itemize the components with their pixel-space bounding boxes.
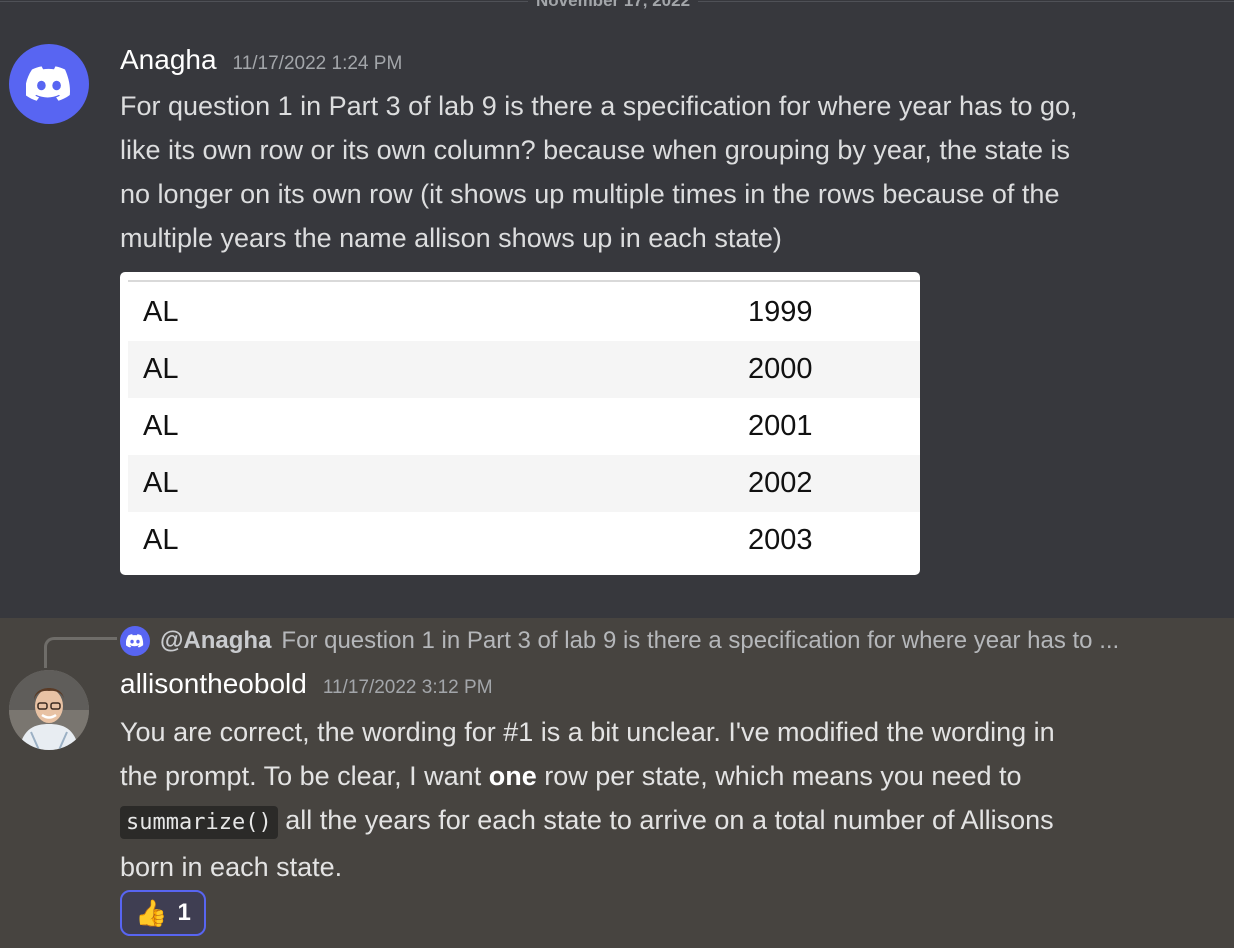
year-cell: 1999 [748,296,813,328]
text-segment: all the years for each state to arrive o… [277,805,1054,835]
image-attachment-table[interactable]: AL 1999 AL 2000 AL 2001 AL 2002 AL 2003 [120,272,920,575]
avatar-anagha[interactable] [9,44,89,124]
reply-reference[interactable]: @Anagha For question 1 in Part 3 of lab … [120,624,1119,658]
message-header: allisontheobold 11/17/2022 3:12 PM [120,668,493,704]
message-line: born in each state. [120,852,343,882]
message-content: For question 1 in Part 3 of lab 9 is the… [120,84,1200,260]
reply-connector [44,637,117,668]
reaction-thumbs-up[interactable]: 👍 1 [120,890,206,936]
message-header: Anagha 11/17/2022 1:24 PM [120,44,402,80]
state-cell: AL [143,296,179,328]
table-row: AL 2001 [128,398,920,455]
table-row: AL 2002 [128,455,920,512]
year-cell: 2001 [748,410,813,442]
message-timestamp[interactable]: 11/17/2022 3:12 PM [322,677,493,698]
state-cell: AL [143,353,179,385]
reply-avatar [120,626,150,656]
text-segment: the prompt. To be clear, I want [120,761,489,791]
state-cell: AL [143,410,179,442]
message-allisontheobold: @Anagha For question 1 in Part 3 of lab … [0,618,1234,948]
reaction-count: 1 [177,899,191,926]
message-timestamp[interactable]: 11/17/2022 1:24 PM [232,53,403,74]
divider-date: November 17, 2022 [528,0,699,11]
state-cell: AL [143,467,179,499]
message-anagha: Anagha 11/17/2022 1:24 PM For question 1… [0,14,1234,618]
message-line: like its own row or its own column? beca… [120,135,1070,165]
text-segment: row per state, which means you need to [536,761,1022,791]
message-line: For question 1 in Part 3 of lab 9 is the… [120,91,1078,121]
thumbs-up-icon: 👍 [135,897,168,928]
user-photo-icon [9,670,89,750]
table-row: AL 2003 [128,512,920,569]
date-divider: November 17, 2022 [0,0,1234,14]
reply-mention[interactable]: @Anagha [160,627,272,654]
message-line: You are correct, the wording for #1 is a… [120,717,1055,747]
message-content: You are correct, the wording for #1 is a… [120,710,1210,889]
reply-preview[interactable]: For question 1 in Part 3 of lab 9 is the… [281,627,1120,654]
message-line: no longer on its own row (it shows up mu… [120,179,1060,209]
avatar-allisontheobold[interactable] [9,670,89,750]
message-line: the prompt. To be clear, I want one row … [120,754,1210,798]
author-name[interactable]: Anagha [120,44,217,75]
year-cell: 2000 [748,353,813,385]
table-row: AL 1999 [128,284,920,341]
message-line: summarize() all the years for each state… [120,798,1210,845]
year-cell: 2002 [748,467,813,499]
discord-logo-icon [126,634,144,648]
discord-logo-icon [26,66,70,101]
author-name[interactable]: allisontheobold [120,668,307,699]
state-cell: AL [143,524,179,556]
bold-text: one [488,761,537,791]
table-top-border [128,280,920,282]
inline-code: summarize() [120,806,278,839]
year-cell: 2003 [748,524,813,556]
table-row: AL 2000 [128,341,920,398]
message-line: multiple years the name allison shows up… [120,223,782,253]
